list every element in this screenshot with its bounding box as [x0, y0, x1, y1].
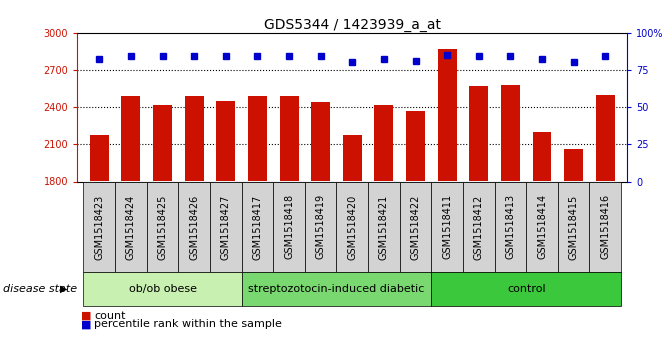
Text: GSM1518412: GSM1518412: [474, 194, 484, 260]
Text: GSM1518416: GSM1518416: [601, 194, 610, 260]
Bar: [311, 102, 330, 182]
Text: ■: ■: [81, 319, 91, 329]
Bar: [185, 96, 204, 182]
Text: GSM1518422: GSM1518422: [411, 194, 421, 260]
Bar: [596, 95, 615, 182]
Bar: [501, 85, 520, 182]
Bar: [121, 96, 140, 182]
Text: count: count: [94, 311, 125, 321]
Bar: [533, 132, 552, 182]
Bar: [406, 111, 425, 182]
Bar: [248, 96, 267, 182]
Text: disease state: disease state: [3, 284, 77, 294]
Text: GSM1518419: GSM1518419: [315, 194, 325, 260]
Bar: [90, 135, 109, 182]
Text: GSM1518421: GSM1518421: [379, 194, 389, 260]
Text: GSM1518424: GSM1518424: [126, 194, 136, 260]
Text: percentile rank within the sample: percentile rank within the sample: [94, 319, 282, 329]
Text: control: control: [507, 284, 546, 294]
Bar: [374, 105, 393, 182]
Text: GSM1518415: GSM1518415: [568, 194, 578, 260]
Text: GSM1518411: GSM1518411: [442, 194, 452, 260]
Text: GSM1518425: GSM1518425: [158, 194, 168, 260]
Text: ■: ■: [81, 311, 91, 321]
Text: GSM1518426: GSM1518426: [189, 194, 199, 260]
Text: GSM1518420: GSM1518420: [348, 194, 357, 260]
Text: ▶: ▶: [60, 284, 68, 294]
Text: GSM1518413: GSM1518413: [505, 194, 515, 260]
Text: GSM1518427: GSM1518427: [221, 194, 231, 260]
Text: GSM1518414: GSM1518414: [537, 194, 547, 260]
Bar: [564, 149, 583, 182]
Bar: [153, 105, 172, 182]
Text: streptozotocin-induced diabetic: streptozotocin-induced diabetic: [248, 284, 425, 294]
Bar: [469, 86, 488, 182]
Text: GSM1518423: GSM1518423: [95, 194, 104, 260]
Text: ob/ob obese: ob/ob obese: [129, 284, 197, 294]
Title: GDS5344 / 1423939_a_at: GDS5344 / 1423939_a_at: [264, 18, 441, 32]
Bar: [437, 49, 457, 182]
Bar: [343, 135, 362, 182]
Bar: [280, 96, 299, 182]
Text: GSM1518417: GSM1518417: [252, 194, 262, 260]
Bar: [216, 101, 236, 182]
Text: GSM1518418: GSM1518418: [284, 194, 294, 260]
